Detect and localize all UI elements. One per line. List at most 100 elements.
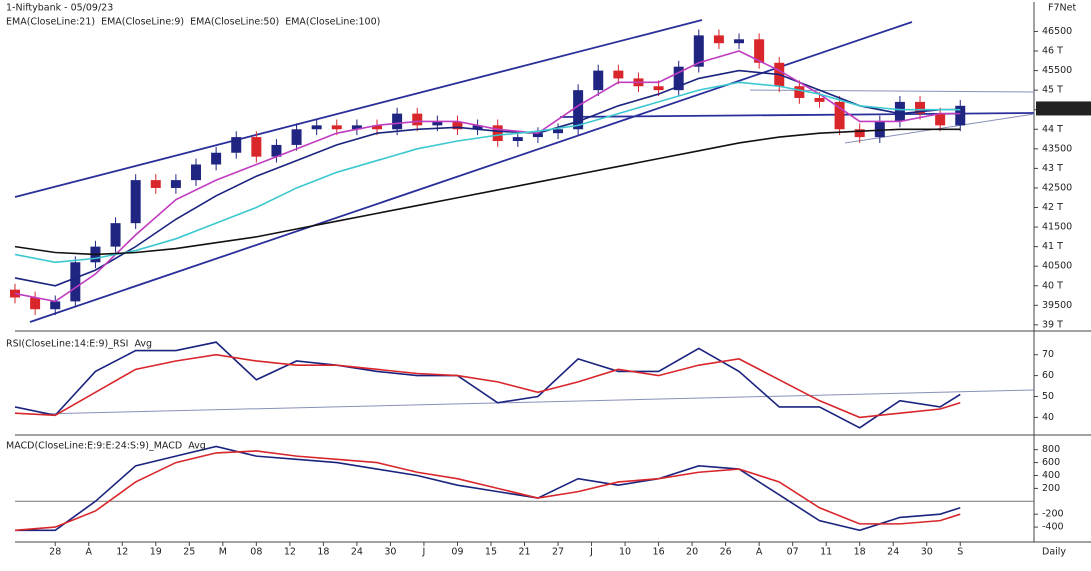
- y-tick-label: -400: [1042, 522, 1064, 533]
- y-tick-label: 40: [1042, 412, 1054, 423]
- source-label: F7Net: [1048, 3, 1076, 14]
- candle-body: [854, 129, 865, 138]
- chart-title: 1-Niftybank - 05/09/23: [6, 3, 113, 14]
- y-tick-label: 40500: [1042, 261, 1072, 272]
- x-tick-label: 10: [619, 547, 631, 558]
- y-tick-label: -200: [1042, 509, 1064, 520]
- x-tick-label: 18: [854, 547, 866, 558]
- series-line: [14, 69, 961, 287]
- x-tick-label: 09: [451, 547, 463, 558]
- y-tick-label: 45500: [1042, 65, 1072, 76]
- y-tick-label: 43 T: [1042, 163, 1063, 174]
- candle-body: [693, 35, 704, 67]
- y-tick-label: 40 T: [1042, 280, 1063, 291]
- candle-body: [593, 70, 604, 91]
- y-tick-label: 42 T: [1042, 202, 1063, 213]
- x-tick-label: J: [422, 547, 426, 558]
- x-tick-label: 07: [787, 547, 799, 558]
- x-tick-label: 12: [116, 547, 128, 558]
- y-tick-label: 41 T: [1042, 241, 1063, 252]
- x-tick-label: A: [756, 547, 763, 558]
- x-tick-label: A: [85, 547, 92, 558]
- candle-body: [331, 125, 342, 130]
- candle-body: [50, 301, 61, 310]
- candle-body: [251, 137, 262, 157]
- candle-body: [894, 101, 905, 122]
- y-tick-label: 43500: [1042, 143, 1072, 154]
- candle-body: [613, 70, 624, 79]
- candle-body: [311, 125, 322, 130]
- legend-entry: EMA(CloseLine:9): [101, 17, 184, 28]
- candle-body: [412, 113, 423, 126]
- candle-body: [935, 113, 946, 126]
- series-line: [15, 445, 961, 532]
- candle-body: [70, 262, 81, 302]
- candle-body: [492, 125, 503, 142]
- candle-body: [754, 39, 765, 63]
- series-line: [14, 450, 961, 532]
- candle-body: [532, 133, 543, 138]
- legend-entry: RSI(CloseLine:14:E:9)_RSI: [6, 339, 128, 350]
- x-tick-label: 16: [653, 547, 665, 558]
- y-tick-label: 70: [1042, 349, 1054, 360]
- x-tick-label: 18: [317, 547, 329, 558]
- y-tick-label: 41500: [1042, 222, 1072, 233]
- candle-body: [191, 164, 202, 181]
- candle-body: [351, 125, 362, 130]
- candle-body: [915, 101, 926, 114]
- series-line: [14, 128, 961, 256]
- trend-line: [14, 19, 703, 198]
- y-tick-label: 46 T: [1042, 46, 1063, 57]
- x-tick-label: 20: [686, 547, 698, 558]
- x-tick-label: 08: [250, 547, 262, 558]
- y-tick-label: 800: [1042, 444, 1060, 455]
- y-tick-label: 39500: [1042, 300, 1072, 311]
- legend-entry: EMA(CloseLine:21): [6, 17, 95, 28]
- candle-body: [372, 125, 383, 130]
- series-line: [14, 341, 961, 429]
- series-line: [14, 81, 961, 264]
- candle-body: [653, 86, 664, 91]
- legend-entry: Avg: [134, 339, 152, 350]
- y-tick-label: 44 T: [1042, 124, 1063, 135]
- candle-body: [170, 180, 181, 188]
- x-tick-label: 12: [284, 547, 296, 558]
- period-label: Daily: [1042, 547, 1066, 558]
- y-tick-label: 200: [1042, 483, 1060, 494]
- x-tick-label: M: [219, 547, 227, 558]
- x-tick-label: 24: [351, 547, 363, 558]
- candle-body: [814, 97, 825, 102]
- last-price-label: 44532.1: [1038, 103, 1077, 114]
- candle-body: [834, 101, 845, 130]
- candle-body: [874, 121, 885, 138]
- last-price-box: [1036, 101, 1091, 116]
- x-tick-label: 24: [887, 547, 899, 558]
- candle-body: [553, 129, 564, 134]
- candle-body: [150, 180, 161, 188]
- candle-body: [713, 35, 724, 44]
- series-line: [14, 353, 961, 419]
- x-tick-label: 25: [183, 547, 195, 558]
- candle-body: [231, 137, 242, 153]
- legend-entry: EMA(CloseLine:50): [190, 17, 279, 28]
- legend-entry: MACD(CloseLine:E:9:E:24:S:9)_MACD: [6, 441, 182, 452]
- x-tick-label: 30: [921, 547, 933, 558]
- x-tick-label: S: [957, 547, 963, 558]
- candle-body: [734, 39, 745, 44]
- y-tick-label: 50: [1042, 391, 1054, 402]
- y-tick-label: 42500: [1042, 182, 1072, 193]
- x-tick-label: 19: [150, 547, 162, 558]
- candle-body: [573, 90, 584, 130]
- candle-body: [452, 121, 463, 130]
- candle-body: [30, 297, 41, 310]
- y-tick-label: 600: [1042, 457, 1060, 468]
- y-tick-label: 400: [1042, 470, 1060, 481]
- candle-body: [472, 125, 483, 130]
- rsi-trend-line: [39, 389, 1035, 415]
- candle-body: [291, 129, 302, 145]
- x-tick-label: 15: [485, 547, 497, 558]
- x-tick-label: J: [589, 547, 593, 558]
- candle-body: [392, 113, 403, 130]
